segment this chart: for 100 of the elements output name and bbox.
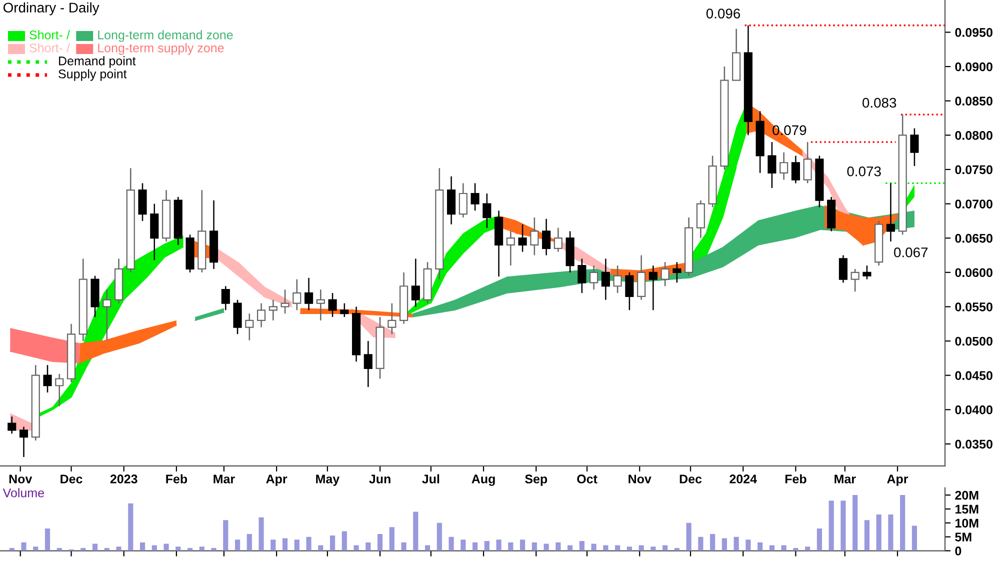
bar [318,545,324,551]
candlestick [530,216,539,256]
bar [377,534,383,551]
bar [270,540,276,551]
x-tick-label: Oct [577,474,598,484]
bar [496,540,502,551]
bar [781,545,786,551]
bar [246,534,252,551]
candlestick [221,286,230,311]
bar [330,535,336,551]
bar [128,503,134,551]
candlestick [19,426,28,458]
bar [888,514,894,551]
candlestick [340,302,349,318]
bar [840,500,846,551]
bar [734,536,739,551]
legend-label: Supply point [58,69,127,81]
x-tick-label: Jun [369,474,390,484]
y-tick-label: 0.0650 [955,234,992,243]
bar [615,545,620,551]
x-tick-label: Feb [166,474,188,484]
candlestick [8,416,16,434]
bar [199,546,204,551]
candlestick [625,272,634,311]
bar [532,542,537,551]
x-tick-label: May [316,474,340,486]
legend-label: Short- / [30,43,70,52]
x-tick-label: Aug [472,474,495,486]
bar [591,544,596,551]
candlestick [411,258,420,308]
x-tick-label: Dec [60,474,82,484]
x-tick-label: Mar [834,474,856,484]
candlestick [256,302,266,328]
bar [722,538,727,551]
y-tick-label: 0.0950 [955,28,992,37]
bar [33,546,38,551]
bar [698,536,704,551]
legend-label: Short- / [30,30,70,40]
bar [816,528,822,551]
candlestick [768,141,776,189]
bar [626,546,632,551]
bar [176,546,181,551]
bar [805,546,810,551]
candlestick [316,288,325,322]
annotation: 0.096 [706,8,740,18]
annotation: 0.067 [894,247,928,258]
legend-label: Demand point [59,56,136,68]
candlestick [506,230,515,266]
x-tick-label: 2024 [730,474,757,484]
candlestick [328,292,337,318]
bar [282,538,288,551]
candlestick [518,224,527,252]
bar [758,542,763,551]
candlestick [458,182,468,218]
candlestick [601,258,610,300]
bar [900,495,906,551]
y-tick-label: 0.0800 [955,130,992,140]
candlestick [780,152,788,180]
x-tick-label: 2023 [110,474,138,484]
bar [852,495,858,551]
bar [436,522,442,551]
bar [769,545,774,551]
candlestick [364,340,372,388]
bar [342,531,347,551]
y-tick-label: 0.0700 [955,200,992,208]
bar [424,545,430,551]
bar [662,545,668,551]
x-tick-label: Mar [214,474,235,484]
bar [234,540,240,551]
bar [568,545,573,551]
bar [686,522,692,551]
bar [484,541,490,551]
bar [164,544,169,551]
bar [556,542,561,551]
bar [389,527,394,551]
bar [460,540,466,551]
candlestick [862,264,872,280]
bar [746,540,751,551]
candlestick [102,288,112,341]
bar [366,542,371,551]
candlestick [838,254,848,284]
x-tick-label: Apr [266,474,288,486]
bar [413,512,418,551]
y-tick-label: 0.0850 [955,96,992,106]
annotation: 0.083 [862,98,896,108]
candlestick [554,227,562,252]
candlestick [613,264,622,294]
bar [579,541,584,551]
bar [912,526,918,551]
bar [710,534,716,551]
candlestick [470,182,480,212]
candlestick [886,182,895,242]
legend-label: Long-term supply zone [98,43,224,55]
annotation: 0.073 [847,166,881,176]
y-tick-label: 0.0450 [955,371,992,380]
bar [544,544,549,551]
bar [21,542,26,551]
chart-title: Volume [2,488,44,498]
bar [876,514,882,551]
candlestick [304,277,314,311]
